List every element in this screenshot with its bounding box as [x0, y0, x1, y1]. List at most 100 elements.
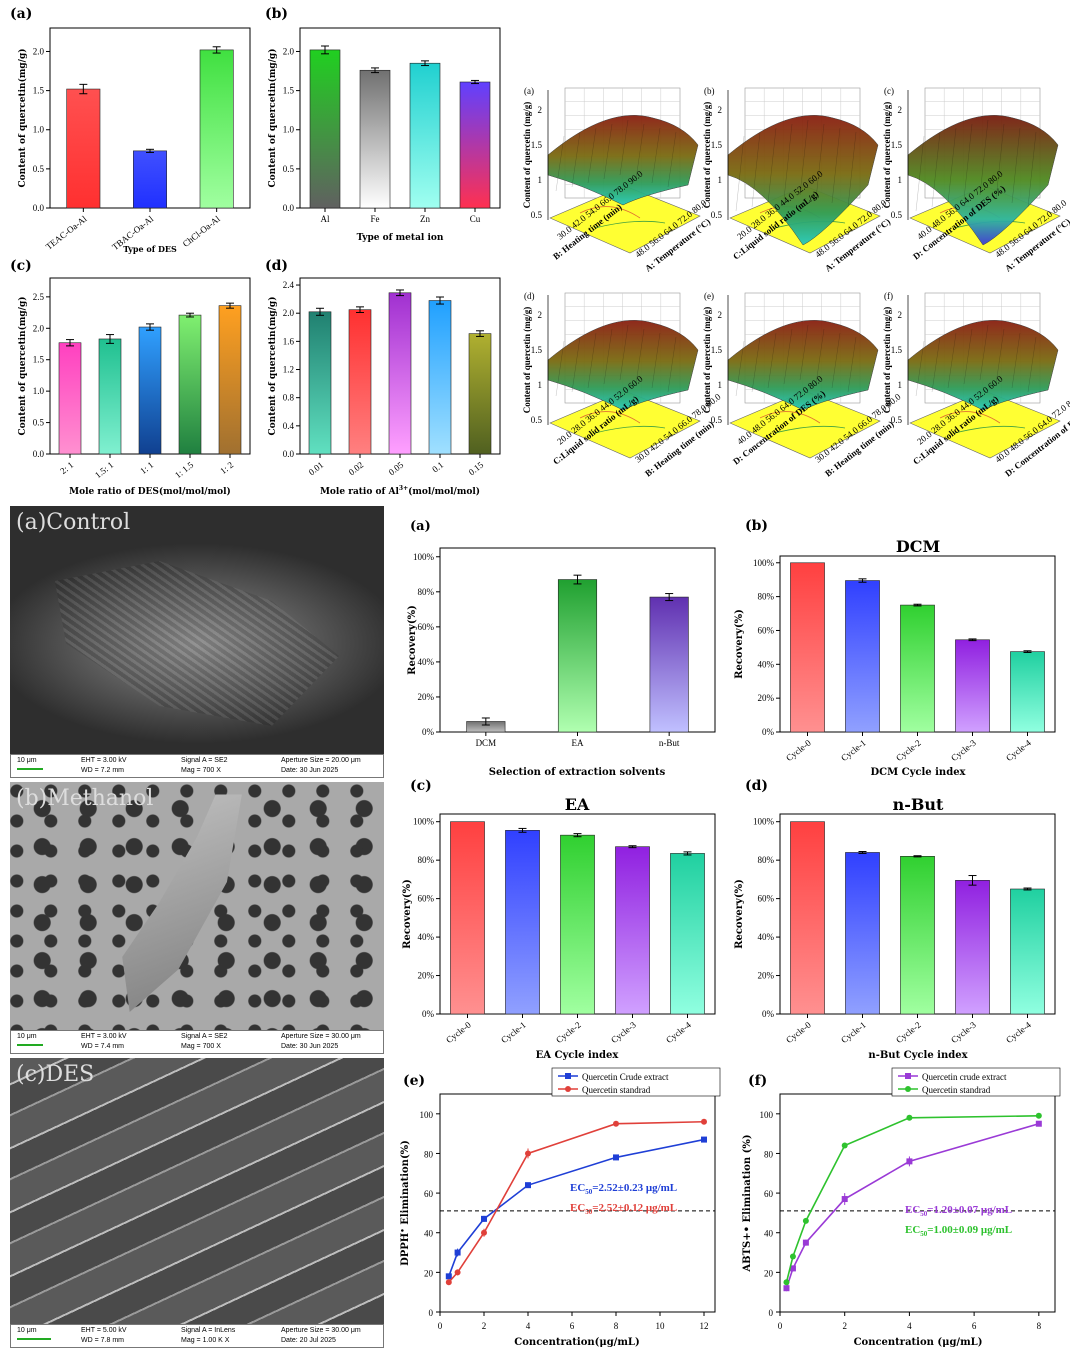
y-tick-label: 2.0 — [283, 46, 295, 56]
bar — [66, 88, 101, 209]
x-axis-label: Mole ratio of Al3+(mol/mol/mol) — [320, 485, 480, 497]
mesh-line — [783, 123, 793, 200]
x-tick-label: 8 — [1037, 1321, 1042, 1331]
response-surface — [727, 115, 879, 246]
ec50-subscript: 50 — [585, 1188, 593, 1196]
y-tick-label: 0% — [422, 1009, 435, 1019]
mesh-line — [751, 131, 761, 208]
bar — [388, 292, 412, 455]
response-surface — [907, 320, 1059, 411]
sem-wd: WD = 7.4 mm — [81, 1043, 124, 1050]
sem-date: Date: 30 Jun 2025 — [281, 1043, 339, 1050]
contour-line — [759, 411, 821, 424]
y-tick-label: 0.0 — [33, 203, 45, 213]
y-tick-label: 80% — [758, 855, 775, 865]
mesh-line — [963, 328, 973, 385]
x-axis-label-sup: 3+ — [399, 485, 408, 492]
y-tick-label: 40% — [758, 659, 775, 669]
sem-mag: Mag = 1.00 K X — [181, 1337, 230, 1344]
mesh-line — [931, 131, 941, 208]
mesh-line — [571, 131, 581, 188]
panel-label: (b) — [704, 86, 715, 96]
mesh-line — [667, 131, 677, 188]
z-tick-label: 0.5 — [891, 210, 903, 220]
bar — [459, 81, 491, 209]
bar — [1010, 651, 1045, 733]
data-point — [783, 1279, 790, 1286]
z-tick-label: 0.5 — [711, 210, 723, 220]
panel-label: (a) — [524, 86, 534, 96]
mesh-line — [979, 324, 989, 381]
legend-box — [551, 1067, 721, 1097]
response-surface — [907, 115, 1059, 246]
bar — [790, 821, 825, 1015]
mesh-line — [915, 340, 925, 397]
y-tick-label: 100% — [413, 817, 435, 827]
x-tick-label: TEAC-Oa-Al — [44, 213, 89, 251]
bar — [560, 834, 595, 1015]
data-point — [802, 1217, 809, 1224]
mesh-line — [571, 336, 581, 393]
bar — [900, 604, 935, 733]
y-tick-label: 40% — [758, 932, 775, 942]
z-tick-label: 2 — [538, 310, 543, 320]
z-tick-label: 0.5 — [531, 210, 543, 220]
x-tick-label: 8 — [614, 1321, 619, 1331]
bar — [348, 309, 372, 455]
mesh-line — [603, 123, 613, 180]
mesh-line — [931, 336, 941, 393]
mesh-line — [667, 336, 677, 393]
y-tick-label: 60 — [764, 1189, 774, 1199]
data-point — [525, 1150, 531, 1157]
bar — [428, 300, 452, 455]
x-tick-label: Cycle-3 — [949, 737, 978, 763]
y-tick-label: 80 — [424, 1149, 434, 1159]
mesh-line — [587, 332, 597, 389]
panel-label: (a) — [10, 6, 32, 22]
data-point — [841, 1196, 848, 1203]
y-tick-label: 60% — [418, 622, 435, 632]
sem-date: Date: 20 Jul 2025 — [281, 1337, 336, 1344]
bar — [649, 596, 689, 733]
chart-title: DCM — [896, 537, 940, 556]
x-tick-label: Cycle-2 — [894, 1020, 923, 1045]
y-tick-label: 40 — [764, 1229, 774, 1239]
ec50-prefix: EC — [905, 1224, 920, 1236]
x-tick-label: ChCl-Oa-Al — [181, 213, 223, 249]
bar — [138, 326, 162, 455]
x-axis-label: Mole ratio of DES(mol/mol/mol) — [69, 486, 231, 497]
z-tick-label: 2 — [898, 105, 903, 115]
series-line — [448, 1138, 705, 1277]
y-tick-label: 2.5 — [33, 292, 45, 302]
y-tick-label: 0 — [429, 1308, 434, 1318]
bar — [133, 150, 167, 209]
x-tick-label: 0.05 — [387, 459, 406, 477]
x-tick-label: Zn — [420, 214, 430, 224]
mesh-line — [751, 336, 761, 393]
y-tick-label: 100% — [753, 817, 775, 827]
z-tick-label: 1 — [898, 175, 903, 185]
bar — [309, 49, 341, 209]
data-point — [802, 1239, 809, 1246]
chart-title: n-But — [893, 795, 944, 814]
x-tick-label: Cycle-2 — [894, 738, 923, 763]
y-tick-label: 0% — [422, 727, 435, 737]
mesh-line — [995, 328, 1005, 385]
contour-line — [579, 411, 641, 424]
x-tick-label: Cu — [470, 214, 481, 224]
z-tick-label: 1 — [898, 380, 903, 390]
z-axis-label: Content of quercetin (mg/g) — [882, 102, 892, 209]
x-tick-label: n-But — [659, 738, 680, 748]
contour-floor — [549, 185, 701, 254]
data-point — [701, 1118, 707, 1125]
y-axis-label: Content of quercetin(mg/g) — [17, 49, 28, 188]
x-tick-label: Cycle-4 — [1004, 737, 1033, 763]
sem-aperture: Aperture Size = 30.00 μm — [281, 1327, 361, 1334]
x-tick-label: 2 — [842, 1321, 847, 1331]
panel-label: (b) — [745, 518, 768, 534]
contour-line — [579, 206, 641, 219]
sem-caption: (a)Control — [16, 510, 131, 535]
y-axis-label-pre: DPPH — [400, 1233, 411, 1266]
